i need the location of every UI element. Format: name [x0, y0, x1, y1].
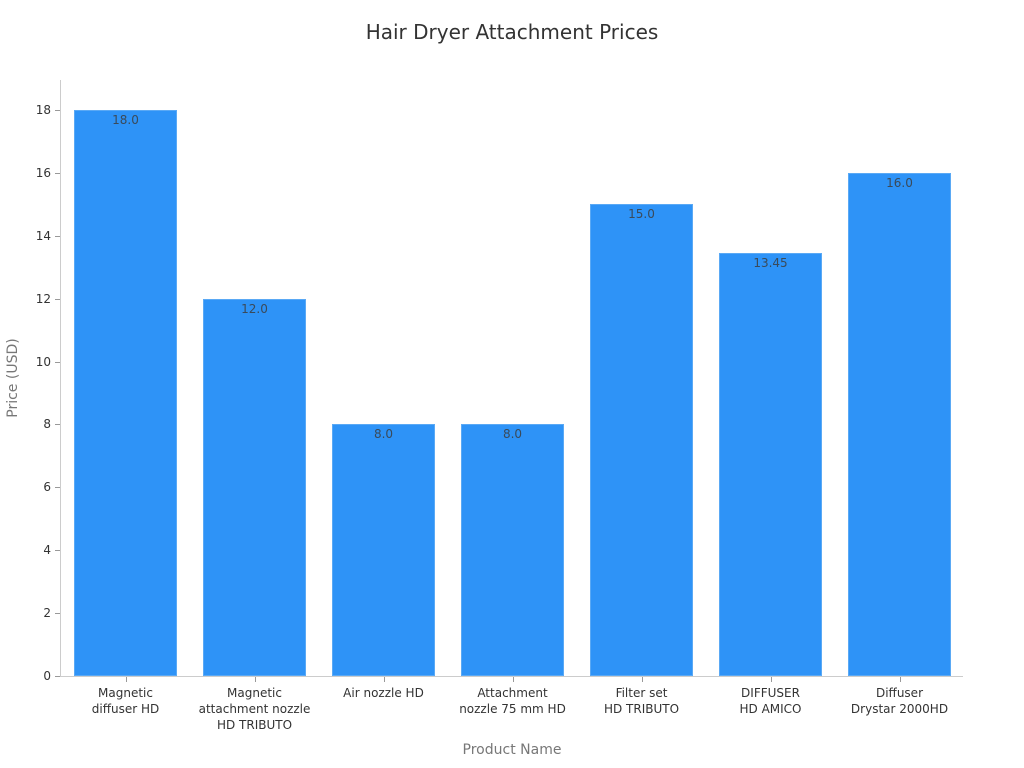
bar[interactable] [74, 110, 177, 676]
bar-value-label: 15.0 [628, 207, 655, 222]
bar-value-label: 8.0 [502, 427, 523, 442]
x-tick-mark [384, 677, 385, 682]
x-tick-mark [642, 677, 643, 682]
y-tick-mark [55, 361, 60, 363]
x-axis-label: Product Name [462, 742, 562, 758]
bar-value-label: 18.0 [112, 113, 139, 127]
x-tick-label: DIFFUSER HD AMICO [739, 686, 802, 716]
y-tick-label: 4 [43, 543, 51, 558]
y-tick-mark [55, 550, 60, 552]
y-tick: 0 [0, 669, 60, 690]
x-tick-mark [513, 677, 514, 682]
bar-value-label: 16.0 [886, 175, 913, 190]
y-tick-mark [55, 424, 60, 426]
y-tick: 10 [0, 355, 60, 376]
y-tick: 12 [0, 292, 60, 313]
y-tick: 14 [0, 229, 60, 250]
x-tick-label: Air nozzle HD [343, 686, 424, 700]
x-tick-mark [900, 677, 901, 682]
y-tick-label: 6 [43, 480, 51, 495]
y-tick-label: 18 [35, 103, 51, 117]
bar[interactable] [719, 253, 822, 676]
bar-value-label: 8.0 [373, 427, 394, 442]
x-tick-label: Magnetic diffuser HD [91, 686, 160, 716]
x-tick-label: Magnetic attachment nozzle HD TRIBUTO [198, 686, 311, 732]
y-tick-label: 12 [35, 291, 51, 306]
x-tick-mark [771, 677, 772, 682]
y-tick-label: 0 [43, 669, 51, 683]
y-axis-label: Price (USD) [5, 338, 21, 418]
x-tick-label: Diffuser Drystar 2000HD [850, 686, 949, 716]
bar-value-label: 12.0 [241, 301, 268, 316]
bar[interactable] [203, 298, 306, 676]
y-axis-line [60, 80, 61, 677]
x-tick-mark [255, 677, 256, 682]
y-tick-label: 14 [35, 228, 51, 243]
bar[interactable] [848, 172, 951, 676]
x-tick-mark [126, 677, 127, 682]
y-tick-label: 10 [35, 354, 51, 369]
y-tick: 4 [0, 543, 60, 564]
y-tick-mark [55, 613, 60, 615]
bar[interactable] [590, 204, 693, 676]
y-tick-mark [55, 172, 60, 174]
bar[interactable] [332, 424, 435, 676]
y-tick-mark [55, 110, 60, 111]
y-tick-mark [55, 298, 60, 300]
y-tick-label: 2 [43, 606, 51, 621]
y-tick: 8 [0, 417, 60, 438]
y-tick-label: 8 [43, 417, 51, 432]
chart-title: Hair Dryer Attachment Prices [365, 20, 659, 44]
y-tick: 6 [0, 480, 60, 501]
bar-value-label: 13.45 [753, 256, 788, 271]
y-tick-mark [55, 235, 60, 237]
y-tick: 18 [0, 103, 60, 124]
x-tick-label: Filter set HD TRIBUTO [603, 686, 680, 716]
y-tick-label: 16 [35, 165, 51, 180]
x-tick-label: Attachment nozzle 75 mm HD [459, 686, 566, 716]
y-tick-mark [55, 676, 60, 677]
x-axis-line [60, 676, 963, 677]
y-tick-mark [55, 487, 60, 489]
bar[interactable] [461, 424, 564, 676]
y-tick: 2 [0, 606, 60, 627]
y-tick: 16 [0, 166, 60, 187]
